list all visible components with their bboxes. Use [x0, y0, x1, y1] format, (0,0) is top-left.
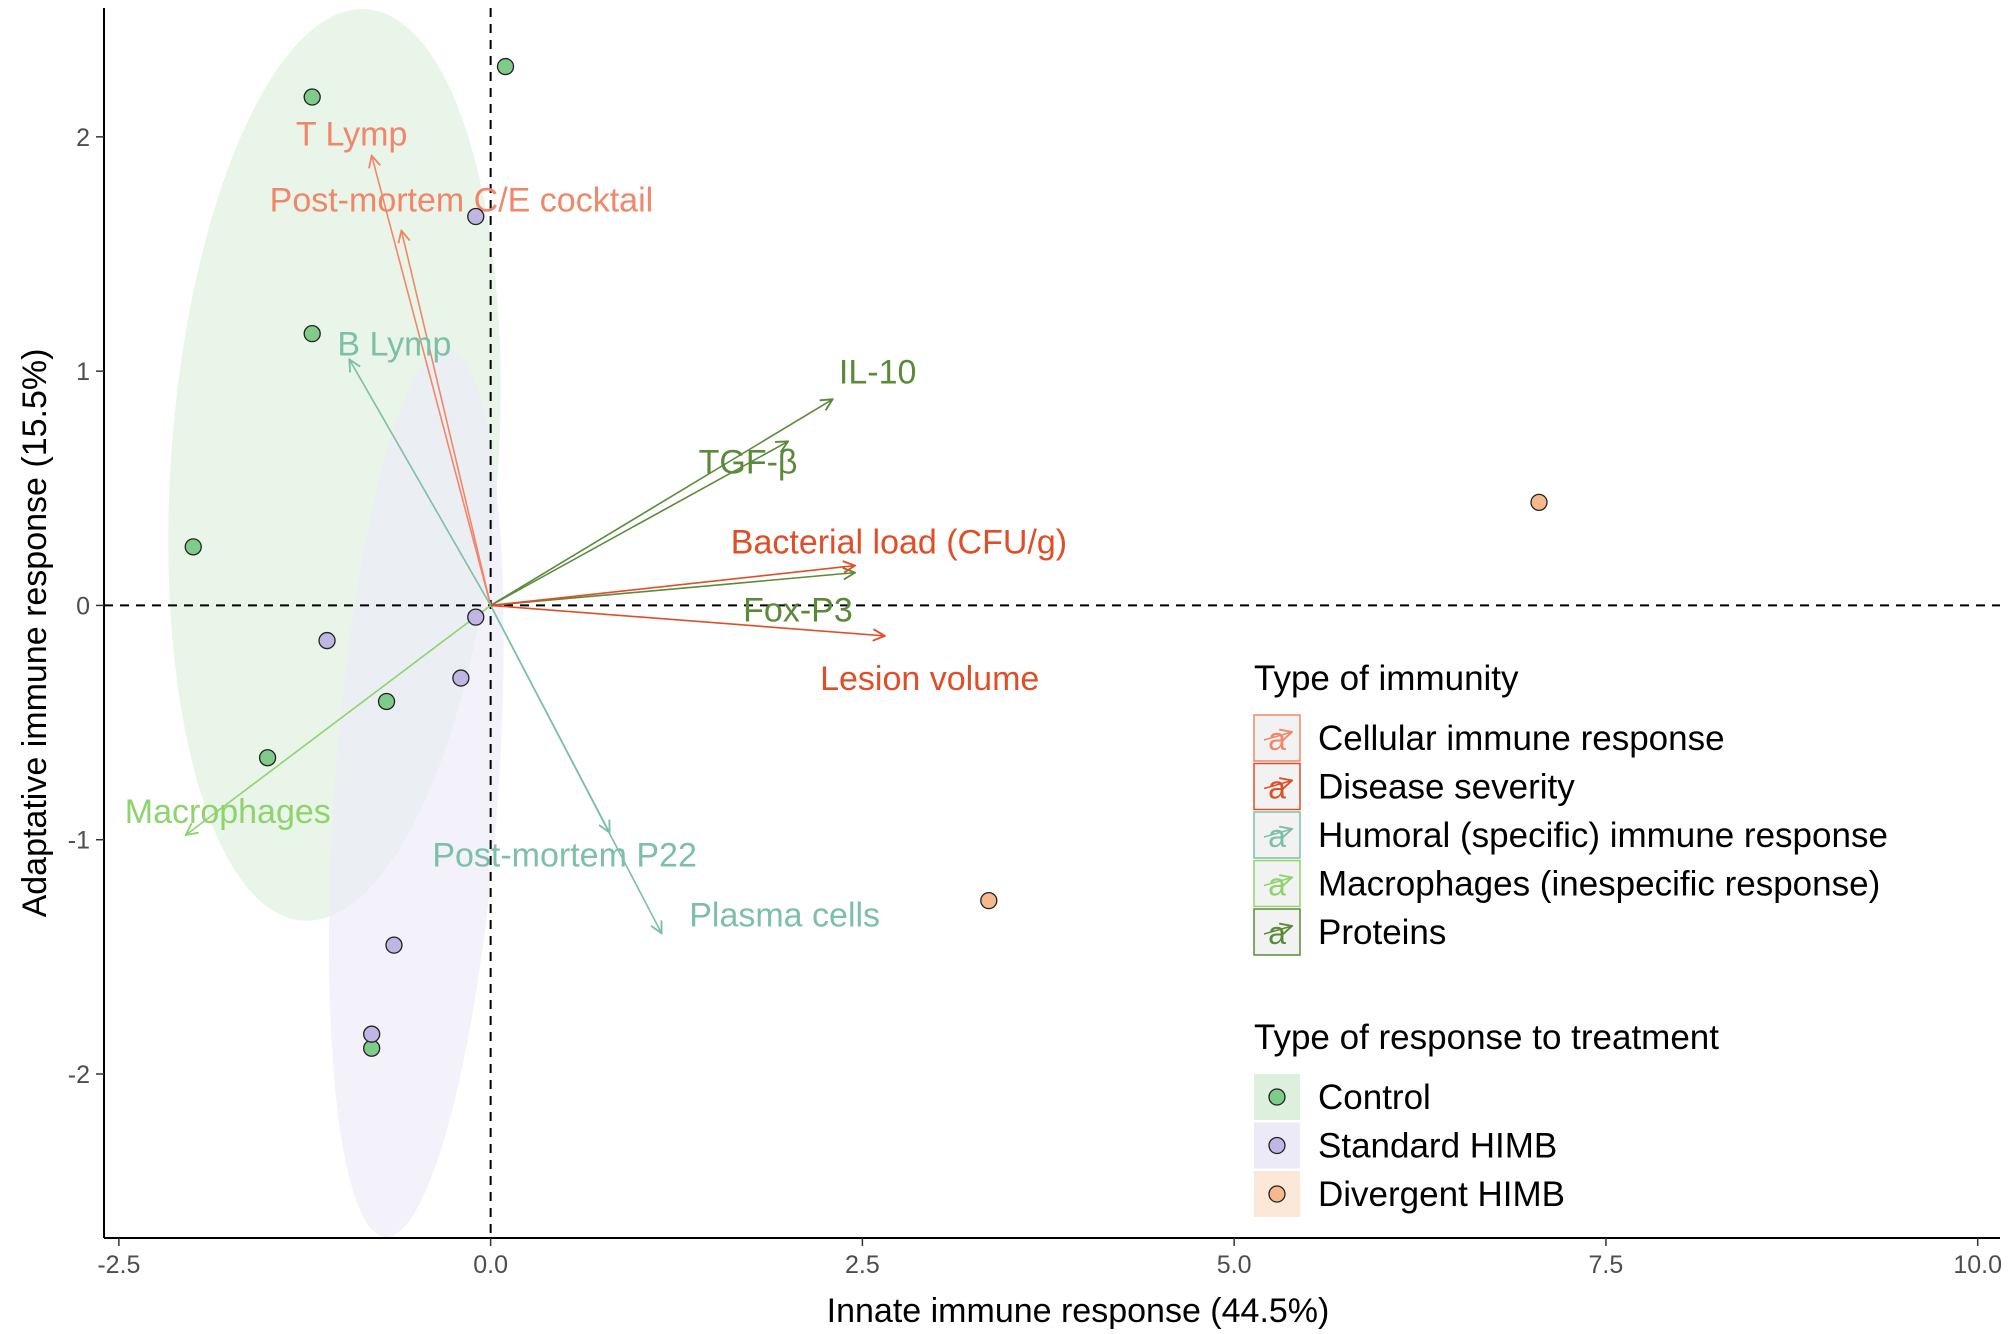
- legend-item-control: Control: [1254, 1074, 1431, 1120]
- arrow-label-fox-p3: Fox-P3: [743, 592, 853, 630]
- x-tick-label-4: 7.5: [1589, 1251, 1624, 1279]
- axes: -2.5 0.0 2.5 5.0 7.5 10.0 -2 -1 0 1 2 Innate immune…: [16, 8, 2002, 1330]
- x-axis-title: Innate immune response (44.5%): [827, 1292, 1330, 1330]
- score-points: [184, 57, 1548, 1057]
- reference-lines: [104, 8, 2000, 1238]
- legend-key-arrow: [1263, 878, 1292, 886]
- legend-item-divergent-himb: Divergent HIMB: [1254, 1171, 1565, 1217]
- legend-label-divergent-himb: Divergent HIMB: [1318, 1175, 1565, 1214]
- legend-key-arrow: [1263, 926, 1292, 934]
- legend-label-control: Control: [1318, 1078, 1431, 1117]
- legend-item-humoral-specific-immune-response: a Humoral (specific) immune response: [1253, 811, 1888, 859]
- y-axis-title: Adaptative immune response (15.5%): [16, 349, 54, 918]
- arrow-macrophages: [186, 604, 492, 835]
- legend-key-point: [1268, 1136, 1286, 1155]
- point-divergent-himb-14: [980, 891, 998, 910]
- legend-label-standard-himb: Standard HIMB: [1318, 1127, 1557, 1166]
- x-tick-label-2: 2.5: [845, 1251, 880, 1279]
- arrow-label-bacterial-load-cfu-g: Bacterial load (CFU/g): [731, 524, 1067, 562]
- arrow-label-il-10: IL-10: [839, 353, 917, 391]
- point-standard-himb-12: [363, 1025, 381, 1043]
- legend-title-response: Type of response to treatment: [1254, 1018, 1719, 1057]
- arrow-post-mortem-c-e-cocktail: [401, 231, 492, 606]
- y-tick-label-2: 0: [76, 592, 90, 620]
- point-divergent-himb-13: [1530, 493, 1548, 511]
- arrow-label-tgf: TGF-β: [699, 443, 798, 481]
- legend-key-glyph: a: [1268, 867, 1286, 903]
- point-standard-himb-10: [452, 669, 470, 687]
- legend-item-macrophages-inespecific-response: a Macrophages (inespecific response): [1253, 859, 1880, 908]
- legend-item-proteins: a Proteins: [1253, 908, 1446, 956]
- confidence-ellipses: [168, 8, 504, 1237]
- legend-label-proteins: Proteins: [1318, 913, 1446, 952]
- arrow-label-b-lymp: B Lymp: [337, 325, 451, 363]
- arrow-bacterial-load-cfu-g: [490, 566, 855, 607]
- y-tick-label-4: 2: [76, 124, 90, 152]
- legend-label-macrophages-inespecific-response: Macrophages (inespecific response): [1318, 865, 1880, 904]
- point-standard-himb-7: [467, 207, 485, 226]
- arrow-label-post-mortem-p22: Post-mortem P22: [432, 837, 697, 875]
- legend: Type of immunity a Cellular immune respons…: [1253, 659, 1888, 1217]
- arrow-il-10: [490, 399, 833, 607]
- loading-arrows: [186, 156, 885, 934]
- arrow-label-lesion-volume: Lesion volume: [820, 660, 1039, 698]
- legend-key-glyph: a: [1268, 915, 1286, 951]
- legend-key-arrow: [1263, 829, 1292, 837]
- point-control-3: [184, 538, 202, 556]
- point-standard-himb-11: [385, 936, 403, 954]
- legend-key-point: [1268, 1088, 1286, 1106]
- x-tick-label-1: 0.0: [473, 1251, 508, 1279]
- legend-item-standard-himb: Standard HIMB: [1254, 1122, 1557, 1169]
- legend-key-arrow: [1263, 781, 1292, 789]
- arrow-label-macrophages: Macrophages: [125, 793, 331, 831]
- legend-label-cellular-immune-response: Cellular immune response: [1318, 719, 1725, 758]
- point-control-5: [258, 749, 277, 767]
- legend-item-cellular-immune-response: a Cellular immune response: [1253, 714, 1725, 762]
- point-standard-himb-9: [318, 631, 336, 650]
- legend-key-disease-severity: [1253, 762, 1301, 811]
- arrow-lesion-volume: [490, 604, 885, 635]
- y-tick-label-3: 1: [76, 358, 90, 386]
- arrow-fox-p3: [490, 573, 855, 607]
- point-control-0: [496, 57, 515, 76]
- legend-key-glyph: a: [1268, 818, 1286, 854]
- y-tick-label-0: -2: [68, 1061, 90, 1089]
- point-control-4: [377, 692, 396, 711]
- arrow-label-t-lymp: T Lymp: [296, 116, 407, 154]
- arrow-label-plasma-cells: Plasma cells: [689, 896, 880, 934]
- ellipse-standard-himb: [328, 348, 504, 1237]
- y-tick-label-1: -1: [68, 827, 90, 855]
- legend-key-glyph: a: [1268, 770, 1286, 806]
- legend-key-point: [1268, 1185, 1286, 1203]
- arrow-plasma-cells: [489, 605, 662, 933]
- legend-item-disease-severity: a Disease severity: [1253, 762, 1575, 811]
- point-control-2: [303, 325, 321, 343]
- point-control-1: [303, 88, 321, 106]
- legend-label-humoral-specific-immune-response: Humoral (specific) immune response: [1318, 816, 1888, 855]
- point-standard-himb-8: [467, 608, 485, 626]
- arrow-t-lymp: [372, 156, 492, 606]
- arrow-label-post-mortem-c-e-cocktail: Post-mortem C/E cocktail: [270, 182, 654, 220]
- legend-key-glyph: a: [1268, 721, 1286, 757]
- legend-title-immunity: Type of immunity: [1254, 659, 1519, 698]
- loading-arrow-labels: T Lymp Post-mortem C/E cocktail B Lymp Post…: [125, 116, 1067, 935]
- x-tick-label-3: 5.0: [1217, 1251, 1252, 1279]
- legend-key-arrow: [1263, 732, 1292, 740]
- legend-label-disease-severity: Disease severity: [1318, 768, 1575, 807]
- arrow-tgf: [490, 441, 788, 607]
- x-tick-label-5: 10.0: [1953, 1251, 2002, 1279]
- x-tick-label-0: -2.5: [97, 1251, 140, 1279]
- arrow-b-lymp: [349, 359, 492, 606]
